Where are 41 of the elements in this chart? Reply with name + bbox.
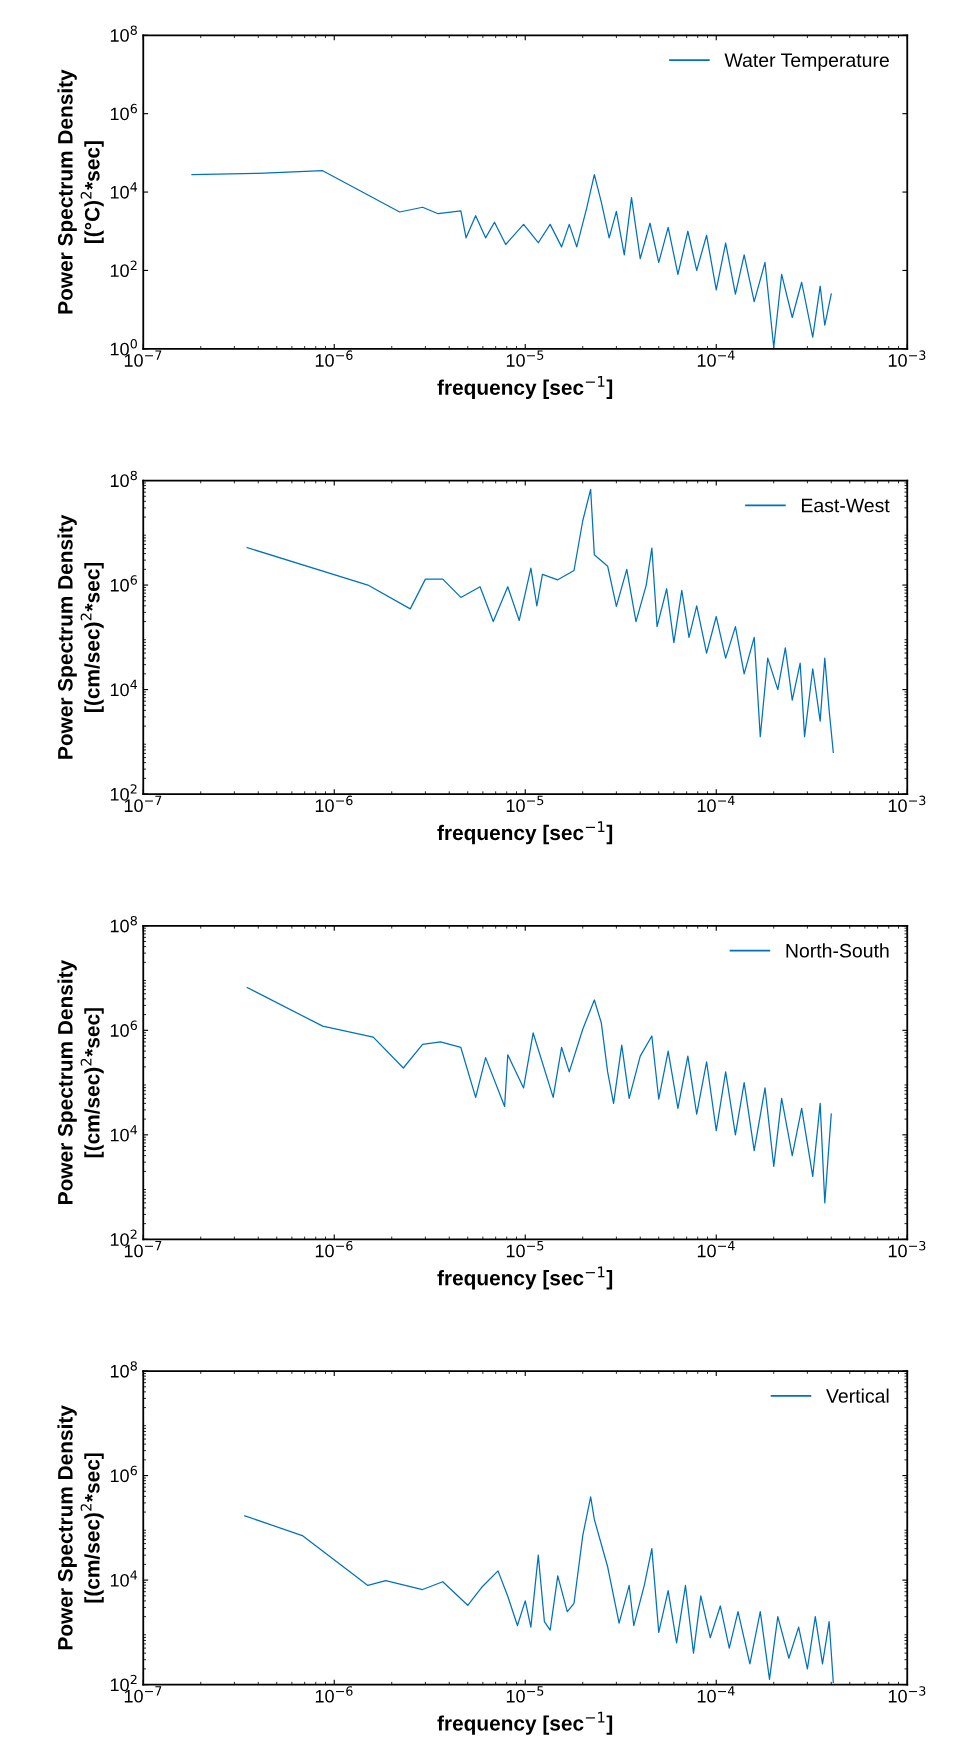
legend-label: East-West [802, 498, 890, 513]
y-tick-label: 10$^{8}$ [110, 915, 137, 933]
y-tick-label: 10$^{8}$ [110, 1361, 137, 1378]
x-tick-label: 10$^{−4}$ [697, 350, 735, 367]
x-tick-label: 10$^{−3}$ [888, 795, 926, 813]
y-tick-label: 10$^{4}$ [110, 1570, 138, 1587]
legend-label: Vertical [826, 1388, 889, 1403]
x-tick-label: 10$^{−5}$ [506, 1686, 544, 1703]
y-tick-label: 10$^{4}$ [110, 182, 138, 199]
legend-label: Water Temperature [724, 53, 889, 71]
x-axis-title: frequency [sec$^{−1}$] [437, 376, 613, 400]
x-tick-label: 10$^{−4}$ [697, 1686, 735, 1703]
y-tick-label: 10$^{2}$ [110, 260, 137, 278]
y-axis-title: Power Spectrum Density [(cm/sec)$^{2}$*sec] [57, 514, 104, 759]
x-tick-label: 10$^{−5}$ [506, 795, 544, 813]
y-tick-label: 10$^{6}$ [110, 103, 137, 121]
y-axis-title: Power Spectrum Density [(°C)$^{2}$*sec] [57, 69, 104, 314]
y-tick-label: 10$^{8}$ [110, 25, 137, 42]
y-tick-label: 10$^{4}$ [110, 679, 138, 697]
y-tick-label: 10$^{6}$ [110, 1465, 137, 1483]
x-tick-label: 10$^{−3}$ [888, 1686, 926, 1703]
x-axis-title: frequency [sec$^{−1}$] [437, 1711, 613, 1735]
x-axis-title: frequency [sec$^{−1}$] [437, 821, 613, 845]
x-tick-label: 10$^{−3}$ [888, 350, 926, 367]
x-tick-label: 10$^{−6}$ [315, 1686, 353, 1703]
y-tick-label: 10$^{6}$ [110, 1020, 137, 1037]
x-tick-label: 10$^{−6}$ [315, 350, 353, 367]
x-tick-label: 10$^{−5}$ [506, 1241, 544, 1258]
y-axis-title: Power Spectrum Density [(cm/sec)$^{2}$*sec] [57, 1405, 104, 1650]
x-tick-label: 10$^{−3}$ [888, 1240, 926, 1258]
x-axis-title: frequency [sec$^{−1}$] [437, 1266, 613, 1290]
y-tick-label: 10$^{4}$ [110, 1125, 138, 1142]
legend-label: North-South [786, 943, 889, 958]
x-tick-label: 10$^{−6}$ [315, 795, 353, 813]
y-tick-label: 10$^{6}$ [110, 575, 137, 592]
x-tick-label: 10$^{−4}$ [697, 795, 735, 813]
y-axis-title: Power Spectrum Density [(cm/sec)$^{2}$*sec] [57, 959, 104, 1204]
y-tick-label: 10$^{8}$ [110, 470, 137, 488]
x-tick-label: 10$^{−6}$ [315, 1240, 353, 1258]
x-tick-label: 10$^{−4}$ [697, 1241, 735, 1258]
x-tick-label: 10$^{−5}$ [506, 350, 544, 367]
